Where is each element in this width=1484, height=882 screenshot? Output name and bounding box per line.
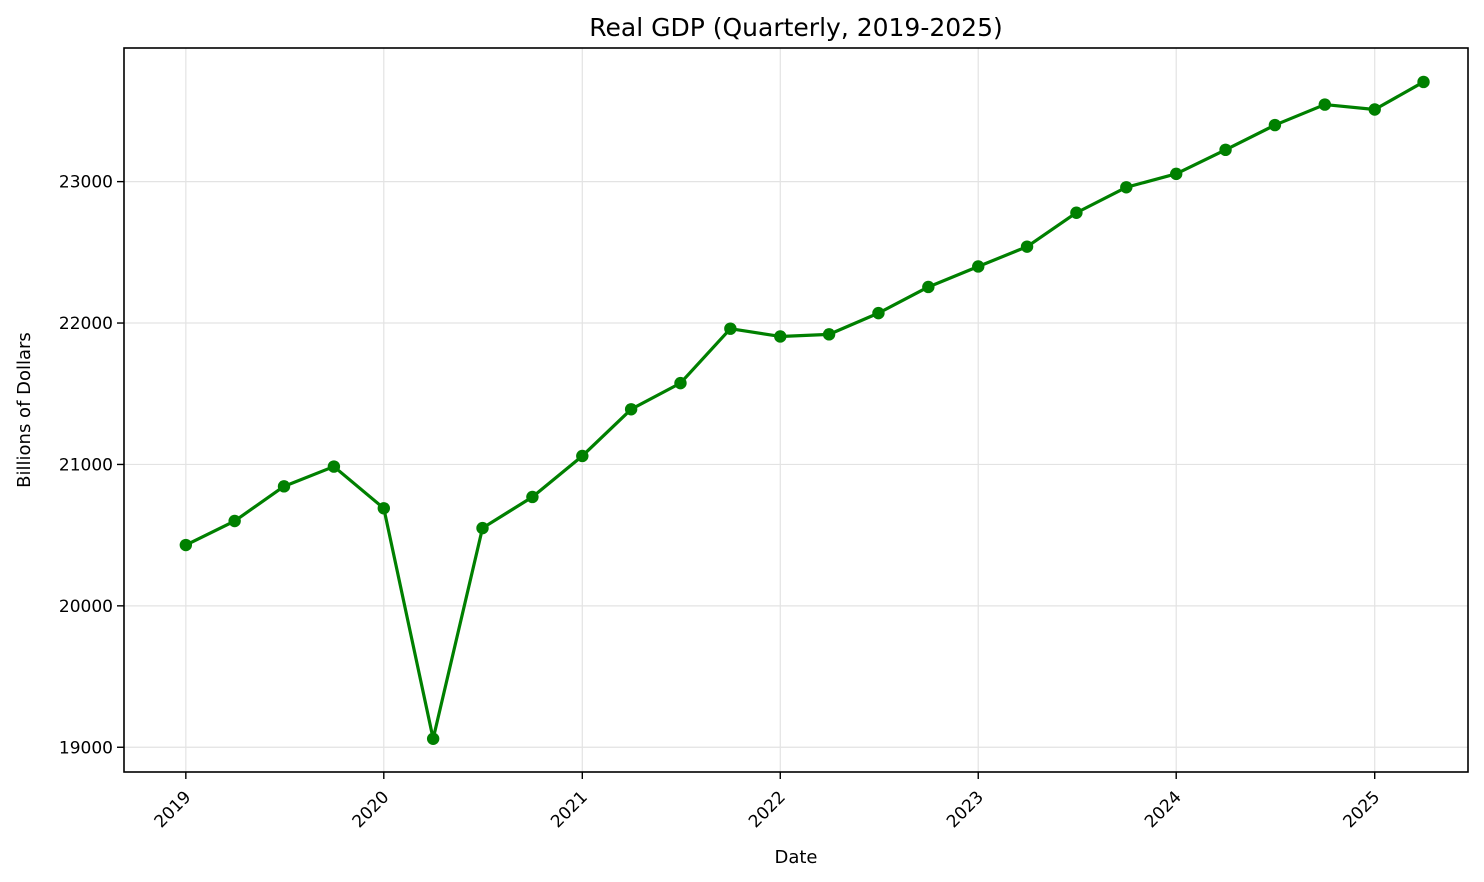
data-point xyxy=(1070,206,1083,219)
data-point xyxy=(872,306,885,320)
y-tick-label: 19000 xyxy=(59,738,113,758)
data-point xyxy=(774,330,787,343)
data-point xyxy=(1020,240,1034,253)
x-axis: 2019 2020 2021 2022 2023 2024 2025 xyxy=(151,772,1385,832)
x-tick-label: 2021 xyxy=(547,787,592,832)
data-point xyxy=(576,449,589,463)
data-point xyxy=(1368,103,1381,116)
data-point xyxy=(476,521,489,535)
data-point xyxy=(327,460,341,473)
x-tick-label: 2020 xyxy=(349,787,394,832)
y-tick-label: 22000 xyxy=(59,314,113,334)
x-tick-label: 2023 xyxy=(943,787,988,832)
data-point xyxy=(277,480,291,493)
data-point xyxy=(377,502,390,515)
series-line xyxy=(184,80,1426,741)
grid-lines xyxy=(124,48,1468,772)
data-point xyxy=(822,328,836,341)
y-axis: 19000 20000 21000 22000 23000 xyxy=(59,173,124,758)
data-point xyxy=(1268,118,1282,132)
x-tick-label: 2019 xyxy=(151,787,196,832)
data-point xyxy=(426,732,440,745)
data-point xyxy=(1170,167,1183,181)
data-point xyxy=(624,403,638,416)
series-layer xyxy=(179,75,1430,745)
x-tick-label: 2022 xyxy=(745,787,790,832)
x-axis-label: Date xyxy=(774,847,817,868)
plot-frame xyxy=(123,47,1469,773)
data-point xyxy=(1120,181,1133,194)
data-point xyxy=(228,514,241,528)
chart-title: Real GDP (Quarterly, 2019-2025) xyxy=(589,13,1002,42)
y-axis-label: Billions of Dollars xyxy=(14,332,35,488)
data-point xyxy=(674,376,687,390)
data-point xyxy=(972,260,985,273)
data-point xyxy=(922,280,935,294)
y-tick-label: 23000 xyxy=(59,173,113,193)
y-tick-label: 20000 xyxy=(59,597,113,617)
data-point xyxy=(1417,75,1430,89)
x-tick-label: 2024 xyxy=(1141,787,1186,832)
data-point xyxy=(724,322,737,335)
data-point xyxy=(179,538,193,552)
y-tick-label: 21000 xyxy=(59,455,113,475)
data-point xyxy=(1219,143,1232,157)
data-point xyxy=(526,490,539,504)
x-tick-label: 2025 xyxy=(1340,787,1385,832)
data-point xyxy=(1318,98,1332,111)
